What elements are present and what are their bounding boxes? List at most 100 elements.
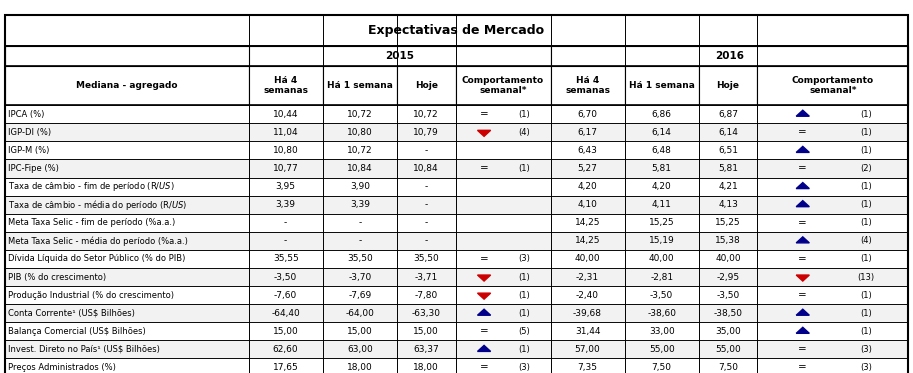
Text: =: = <box>479 254 488 264</box>
Text: -2,31: -2,31 <box>576 273 599 282</box>
Text: 6,51: 6,51 <box>719 146 738 155</box>
Bar <box>5 340 908 358</box>
Bar <box>551 66 624 105</box>
Text: 18,00: 18,00 <box>414 363 439 372</box>
Text: (1): (1) <box>518 273 530 282</box>
Text: 2016: 2016 <box>715 51 744 61</box>
Text: (3): (3) <box>518 363 530 372</box>
Text: 10,44: 10,44 <box>273 110 299 119</box>
Text: Há 4
semanas: Há 4 semanas <box>263 76 309 95</box>
Text: Balança Comercial (US$ Bilhões): Balança Comercial (US$ Bilhões) <box>8 327 146 336</box>
Text: Expectativas de Mercado: Expectativas de Mercado <box>369 24 544 37</box>
Text: 6,17: 6,17 <box>578 128 598 137</box>
Text: -3,71: -3,71 <box>415 273 438 282</box>
Text: -64,00: -64,00 <box>345 309 374 318</box>
Text: 15,25: 15,25 <box>649 218 675 227</box>
Polygon shape <box>477 130 490 137</box>
Text: Taxa de câmbio - fim de período (R$/US$): Taxa de câmbio - fim de período (R$/US$) <box>8 180 175 193</box>
Text: 10,79: 10,79 <box>414 128 439 137</box>
Text: 40,00: 40,00 <box>575 254 601 263</box>
Polygon shape <box>477 293 490 299</box>
Text: (1): (1) <box>860 291 872 300</box>
Text: 3,95: 3,95 <box>276 182 296 191</box>
Text: IPC-Fipe (%): IPC-Fipe (%) <box>8 164 59 173</box>
Text: 35,55: 35,55 <box>273 254 299 263</box>
Bar <box>248 46 551 66</box>
Text: -: - <box>425 236 428 245</box>
Text: 10,72: 10,72 <box>414 110 439 119</box>
Text: Hoje: Hoje <box>717 81 740 90</box>
Text: 4,11: 4,11 <box>652 200 672 209</box>
Text: 4,20: 4,20 <box>578 182 597 191</box>
Text: (1): (1) <box>860 110 872 119</box>
Text: 10,72: 10,72 <box>347 146 373 155</box>
Text: Meta Taxa Selic - fim de período (%a.a.): Meta Taxa Selic - fim de período (%a.a.) <box>8 218 175 227</box>
Text: =: = <box>479 363 488 373</box>
Text: Invest. Direto no País¹ (US$ Bilhões): Invest. Direto no País¹ (US$ Bilhões) <box>8 345 160 354</box>
Text: =: = <box>479 326 488 336</box>
Text: 10,80: 10,80 <box>273 146 299 155</box>
Text: 10,84: 10,84 <box>347 164 373 173</box>
Polygon shape <box>796 146 809 153</box>
Text: -64,40: -64,40 <box>271 309 300 318</box>
Text: (1): (1) <box>518 291 530 300</box>
Bar <box>248 66 322 105</box>
Text: 15,00: 15,00 <box>347 327 373 336</box>
Text: 14,25: 14,25 <box>575 236 601 245</box>
Polygon shape <box>477 309 490 315</box>
Text: 14,25: 14,25 <box>575 218 601 227</box>
Bar <box>5 304 908 322</box>
Bar <box>758 66 908 105</box>
Polygon shape <box>477 345 490 351</box>
Text: 15,00: 15,00 <box>414 327 439 336</box>
Text: -2,40: -2,40 <box>576 291 599 300</box>
Text: -2,81: -2,81 <box>650 273 673 282</box>
Text: 15,19: 15,19 <box>649 236 675 245</box>
Polygon shape <box>796 237 809 243</box>
Text: -: - <box>358 218 362 227</box>
Bar <box>5 160 908 178</box>
Text: -: - <box>284 218 288 227</box>
Text: 15,00: 15,00 <box>273 327 299 336</box>
Text: 6,86: 6,86 <box>652 110 672 119</box>
Text: =: = <box>798 344 807 354</box>
Text: 7,50: 7,50 <box>652 363 672 372</box>
Text: (1): (1) <box>860 146 872 155</box>
Text: 55,00: 55,00 <box>649 345 675 354</box>
Text: Preços Administrados (%): Preços Administrados (%) <box>8 363 116 372</box>
Text: 57,00: 57,00 <box>574 345 601 354</box>
Text: 40,00: 40,00 <box>649 254 675 263</box>
Text: 5,81: 5,81 <box>719 164 738 173</box>
Text: (4): (4) <box>518 128 530 137</box>
Text: -63,30: -63,30 <box>412 309 441 318</box>
Text: IGP-DI (%): IGP-DI (%) <box>8 128 51 137</box>
Text: 10,77: 10,77 <box>273 164 299 173</box>
Text: 18,00: 18,00 <box>347 363 373 372</box>
Bar <box>698 66 758 105</box>
Text: 33,00: 33,00 <box>649 327 675 336</box>
Text: =: = <box>479 163 488 173</box>
Text: 6,43: 6,43 <box>578 146 597 155</box>
Text: Conta Corrente¹ (US$ Bilhões): Conta Corrente¹ (US$ Bilhões) <box>8 309 135 318</box>
Text: 6,48: 6,48 <box>652 146 672 155</box>
Text: 40,00: 40,00 <box>715 254 741 263</box>
Text: =: = <box>798 218 807 228</box>
Text: 55,00: 55,00 <box>715 345 741 354</box>
Text: =: = <box>798 163 807 173</box>
Text: 4,13: 4,13 <box>719 200 738 209</box>
Polygon shape <box>796 327 809 333</box>
Polygon shape <box>477 275 490 281</box>
Text: =: = <box>798 127 807 137</box>
Text: 35,50: 35,50 <box>414 254 439 263</box>
Text: -7,69: -7,69 <box>348 291 372 300</box>
Text: 7,50: 7,50 <box>719 363 738 372</box>
Text: 6,70: 6,70 <box>578 110 598 119</box>
Bar <box>5 268 908 286</box>
Text: Meta Taxa Selic - média do período (%a.a.): Meta Taxa Selic - média do período (%a.a… <box>8 236 188 245</box>
Text: (1): (1) <box>860 182 872 191</box>
Text: 10,72: 10,72 <box>347 110 373 119</box>
Text: Dívida Líquida do Setor Público (% do PIB): Dívida Líquida do Setor Público (% do PI… <box>8 254 185 263</box>
Text: IGP-M (%): IGP-M (%) <box>8 146 49 155</box>
Bar <box>5 15 908 46</box>
Text: (1): (1) <box>860 309 872 318</box>
